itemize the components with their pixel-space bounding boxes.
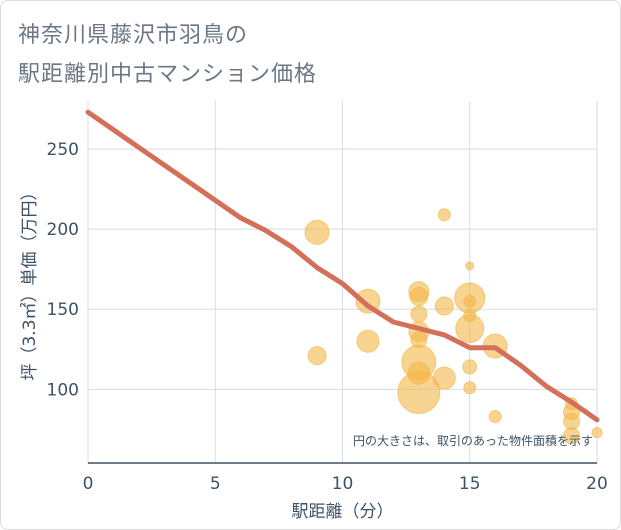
x-tick-label: 0 — [83, 474, 94, 494]
data-bubble — [437, 208, 451, 222]
data-bubble — [563, 412, 581, 430]
data-bubble — [432, 366, 456, 390]
data-bubble — [304, 219, 330, 245]
data-bubble — [397, 371, 441, 415]
data-bubble — [463, 294, 477, 308]
data-bubble — [356, 329, 380, 353]
data-bubble — [462, 359, 478, 375]
x-tick-label: 5 — [210, 474, 221, 494]
data-bubble — [463, 381, 477, 395]
x-tick-label: 15 — [459, 474, 481, 494]
y-tick-label: 150 — [47, 300, 79, 320]
y-tick-label: 100 — [47, 380, 79, 400]
data-bubble — [465, 261, 475, 271]
y-tick-label: 250 — [47, 140, 79, 160]
bubble-size-note: 円の大きさは、取引のあった物件面積を示す — [353, 433, 593, 448]
chart-title-line-2: 駅距離別中古マンション価格 — [18, 62, 318, 87]
y-tick-label: 200 — [47, 220, 79, 240]
data-bubble — [410, 305, 428, 323]
bubble-layer — [304, 208, 603, 445]
x-tick-label: 20 — [586, 474, 608, 494]
data-bubble — [591, 427, 603, 439]
data-bubble — [409, 286, 429, 306]
data-bubble — [455, 313, 485, 343]
trend-line — [85, 109, 600, 423]
chart-title-line-1: 神奈川県藤沢市羽鳥の — [18, 23, 249, 48]
data-bubble — [307, 346, 327, 366]
data-bubble — [488, 410, 502, 424]
y-axis-label: 坪（3.3㎡）単価（万円） — [20, 183, 40, 380]
data-bubble — [563, 427, 581, 445]
grid-layer — [87, 101, 598, 464]
data-bubble — [434, 296, 454, 316]
x-axis-label: 駅距離（分） — [292, 502, 394, 522]
x-tick-label: 10 — [332, 474, 354, 494]
tick-layer: 0 5 10 15 20 100 150 200 250 — [47, 140, 608, 494]
